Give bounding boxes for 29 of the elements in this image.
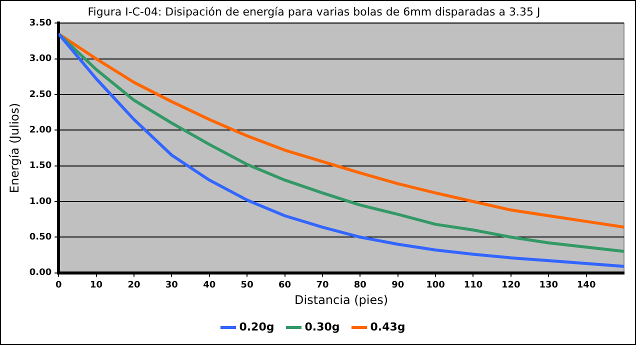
x-tick-label: 140 <box>576 280 596 291</box>
y-tick-label: 3.00 <box>29 54 52 64</box>
x-tick-label: 30 <box>165 280 178 291</box>
x-tick-label: 0 <box>55 280 62 291</box>
legend-label: 0.43g <box>370 320 406 334</box>
y-tick-label: 2.00 <box>29 126 52 136</box>
y-axis-title: Energía (Julios) <box>7 102 22 194</box>
x-tick-label: 40 <box>203 280 216 291</box>
x-tick-label: 110 <box>464 280 483 291</box>
y-tick-label: 0.00 <box>29 268 52 278</box>
x-axis-title: Distancia (pies) <box>294 292 388 307</box>
x-tick-label: 100 <box>426 280 445 291</box>
x-tick-label: 50 <box>240 280 254 291</box>
chart-title: Figura I-C-04: Disipación de energía para varias bolas de 6mm disparadas a 3.35 J <box>88 5 540 18</box>
legend-label: 0.30g <box>304 320 340 334</box>
x-tick-label: 120 <box>502 280 520 291</box>
x-tick-label: 70 <box>316 280 329 291</box>
y-tick-label: 3.50 <box>29 18 52 29</box>
x-tick-label: 90 <box>392 280 404 291</box>
x-tick-label: 20 <box>128 280 140 291</box>
legend-label: 0.20g <box>239 320 274 334</box>
y-tick-label: 2.50 <box>29 90 52 100</box>
x-tick-label: 80 <box>354 280 366 291</box>
x-tick-label: 130 <box>539 280 558 291</box>
y-tick-label: 1.50 <box>29 161 52 172</box>
y-tick-label: 1.00 <box>29 196 52 207</box>
x-tick-label: 60 <box>278 280 292 291</box>
x-tick-label: 10 <box>90 280 103 291</box>
y-tick-label: 0.50 <box>29 232 52 242</box>
